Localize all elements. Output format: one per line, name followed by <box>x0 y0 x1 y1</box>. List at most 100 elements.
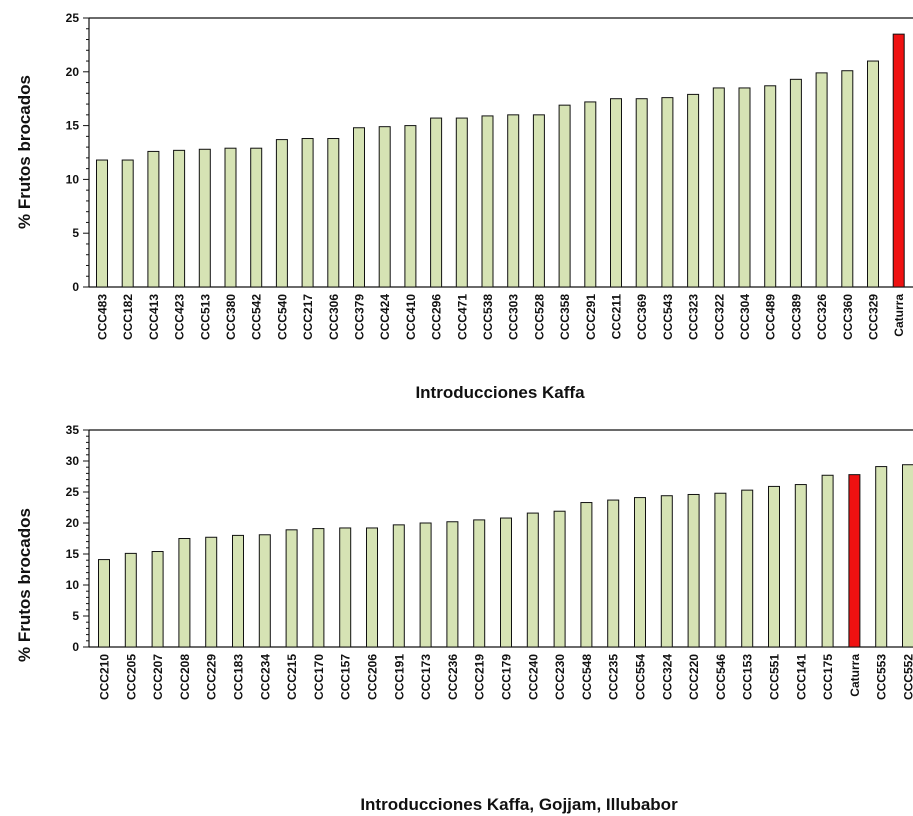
chart-kgi-category-label: CCC207 <box>151 654 165 700</box>
chart-kgi-category-label: CCC179 <box>500 654 514 700</box>
chart-kaffa-bar-ccc379 <box>353 127 365 288</box>
chart-kgi-bar-ccc554 <box>634 497 646 648</box>
chart-kgi-category-label: CCC141 <box>794 654 808 700</box>
chart-kgi-category-label: CCC229 <box>205 654 219 700</box>
chart-kgi-bar-ccc208 <box>178 538 191 648</box>
chart-kaffa-bar-ccc471 <box>455 117 468 288</box>
chart-kgi-bar-ccc551 <box>768 485 780 648</box>
chart-kgi-bar-ccc219 <box>473 519 486 648</box>
chart-kaffa-category-label: CCC360 <box>841 294 855 340</box>
chart-kgi-category-label: CCC173 <box>419 654 433 700</box>
chart-kaffa-bar-ccc538 <box>481 115 494 288</box>
chart-kgi-category-label: CCC546 <box>714 654 728 700</box>
chart-kaffa-category-label: CCC296 <box>430 294 444 340</box>
chart-kgi-category-label: CCC205 <box>124 654 138 700</box>
chart-kaffa-bar-ccc528 <box>532 114 545 288</box>
chart-kaffa-bar-ccc413 <box>147 150 160 288</box>
chart-kaffa-bar-ccc513 <box>198 148 211 288</box>
chart-kgi-y-tick-label: 15 <box>66 547 80 561</box>
chart-kaffa-bar-ccc360 <box>841 70 854 288</box>
chart-kgi-bar-ccc153 <box>741 489 754 648</box>
chart-kgi-bar-ccc546 <box>714 492 727 648</box>
chart-kgi-bar-ccc205 <box>124 552 137 648</box>
chart-kaffa-category-label: CCC303 <box>507 294 521 340</box>
chart-kgi-category-label: CCC215 <box>285 654 299 700</box>
chart-kaffa-bar-ccc389 <box>789 78 802 288</box>
chart-kaffa-y-axis-title: % Frutos brocados <box>15 75 34 229</box>
chart-kgi-category-label: CCC219 <box>473 654 487 700</box>
chart-kgi-category-label: CCC324 <box>660 654 674 700</box>
chart-kaffa-bar-ccc304 <box>738 87 751 288</box>
chart-kgi-bar-ccc183 <box>232 534 244 648</box>
chart-kgi-y-axis-title: % Frutos brocados <box>15 508 34 662</box>
chart-kaffa-category-label: CCC540 <box>275 294 289 340</box>
chart-kaffa-category-label: CCC423 <box>173 294 187 340</box>
chart-kgi-category-label: CCC548 <box>580 654 594 700</box>
chart-kaffa: % Frutos brocados Introducciones Kaffa 0… <box>15 11 913 402</box>
chart-kaffa-category-label: CCC483 <box>96 294 110 340</box>
chart-kaffa-bar-ccc291 <box>584 101 597 288</box>
chart-kaffa-category-label: CCC304 <box>738 294 752 340</box>
chart-kaffa-category-label: CCC323 <box>687 294 701 340</box>
chart-kgi-bar-ccc210 <box>98 559 110 648</box>
chart-kgi-category-label: CCC553 <box>875 654 889 700</box>
chart-kaffa-bar-ccc369 <box>635 98 648 288</box>
chart-kaffa-category-label: CCC306 <box>327 294 341 340</box>
chart-kgi-bar-ccc548 <box>580 502 593 648</box>
chart-kgi-bar-ccc215 <box>285 529 298 648</box>
chart-kgi-bar-ccc234 <box>258 534 271 648</box>
chart-kgi-bar-ccc191 <box>392 524 405 648</box>
chart-kgi-y-tick-label: 5 <box>72 609 79 623</box>
chart-kaffa-y-tick-label: 0 <box>72 280 79 294</box>
chart-kaffa-category-label: CCC369 <box>635 294 649 340</box>
chart-kgi-category-label: CCC235 <box>607 654 621 700</box>
chart-kaffa-bar-caturra <box>892 33 905 288</box>
chart-kaffa-category-label: CCC379 <box>353 294 367 340</box>
chart-kaffa-bar-ccc540 <box>275 139 288 288</box>
chart-kaffa-category-label: CCC543 <box>661 294 675 340</box>
chart-kaffa-bar-ccc326 <box>815 72 828 288</box>
chart-kaffa-category-label: CCC322 <box>712 294 726 340</box>
chart-kgi-category-label: CCC210 <box>98 654 112 700</box>
chart-kgi-bar-ccc552 <box>902 464 913 648</box>
chart-kgi-y-tick-label: 20 <box>66 516 80 530</box>
chart-kaffa-bar-ccc329 <box>867 60 879 288</box>
chart-kaffa-category-label: CCC471 <box>455 294 469 340</box>
chart-kaffa-category-label: CCC326 <box>815 294 829 340</box>
chart-kaffa-y-tick-label: 25 <box>66 11 80 25</box>
chart-kgi-y-tick-label: 35 <box>66 423 80 437</box>
chart-kgi-bar-ccc207 <box>151 551 164 648</box>
chart-kaffa-bar-ccc424 <box>378 126 391 288</box>
chart-kaffa-bar-ccc423 <box>173 149 186 288</box>
chart-kgi-category-label: CCC552 <box>902 654 913 700</box>
chart-kgi-category-label: CCC551 <box>768 654 782 700</box>
chart-kaffa-category-label: Caturra <box>892 294 906 337</box>
chart-kaffa-category-label: CCC413 <box>147 294 161 340</box>
chart-kgi-category-label: CCC220 <box>687 654 701 700</box>
chart-kaffa-gojjam-illubabor: % Frutos brocados Introducciones Kaffa, … <box>15 423 913 814</box>
chart-kgi-bar-ccc173 <box>419 522 432 648</box>
chart-kaffa-bar-ccc217 <box>301 138 314 288</box>
chart-kaffa-bar-ccc296 <box>430 117 443 288</box>
chart-kaffa-category-label: CCC380 <box>224 294 238 340</box>
chart-kgi-category-label: CCC206 <box>366 654 380 700</box>
chart-kaffa-category-label: CCC538 <box>481 294 495 340</box>
chart-kaffa-bar-ccc322 <box>712 87 725 288</box>
chart-kaffa-category-label: CCC211 <box>610 294 624 340</box>
chart-kaffa-bar-ccc543 <box>661 97 674 288</box>
chart-kgi-y-tick-label: 30 <box>66 454 80 468</box>
chart-kgi-category-label: CCC153 <box>741 654 755 700</box>
chart-kaffa-bar-ccc489 <box>764 85 777 288</box>
chart-kgi-bar-ccc206 <box>366 527 378 648</box>
chart-kgi-y-tick-label: 10 <box>66 578 80 592</box>
chart-kaffa-y-tick-label: 10 <box>66 172 80 186</box>
chart-kaffa-category-label: CCC424 <box>378 294 392 340</box>
chart-kaffa-bar-ccc410 <box>404 125 417 288</box>
chart-kgi-bar-ccc230 <box>553 510 566 648</box>
chart-kaffa-bar-ccc306 <box>327 138 340 288</box>
chart-kgi-category-label: CCC208 <box>178 654 192 700</box>
chart-kaffa-bar-ccc182 <box>121 159 134 288</box>
chart-kaffa-category-label: CCC542 <box>250 294 264 340</box>
chart-kgi-bar-ccc220 <box>687 493 700 648</box>
chart-kaffa-bar-ccc358 <box>558 104 571 288</box>
